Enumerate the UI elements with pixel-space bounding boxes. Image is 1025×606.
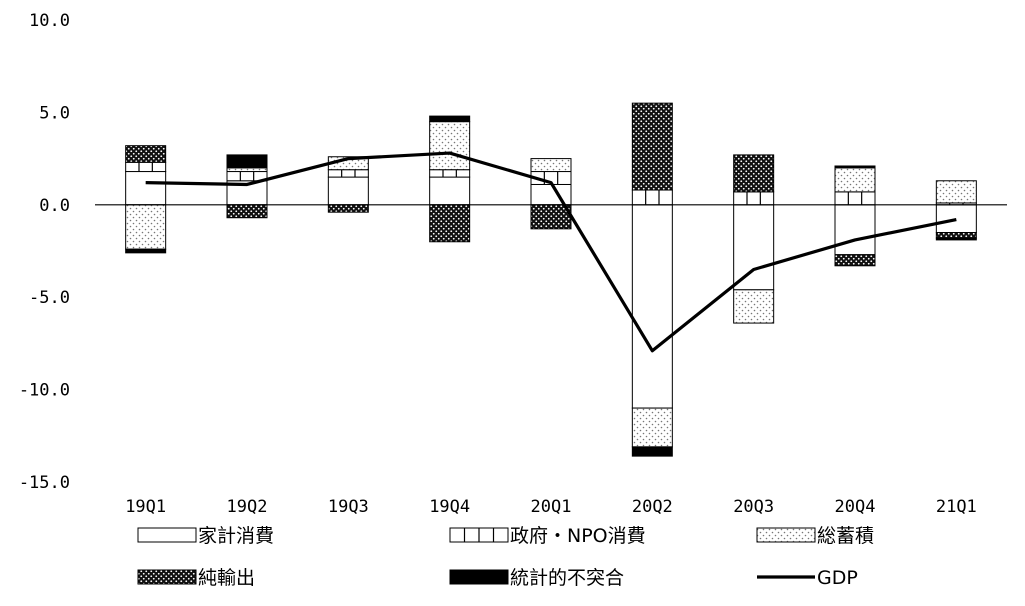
bar-segment: [631, 102, 673, 191]
bar-segment: [935, 180, 977, 204]
bar-segment: [429, 121, 471, 171]
legend-label: GDP: [817, 567, 858, 589]
legend-swatch: [449, 569, 509, 585]
bar-segment: [631, 204, 673, 409]
bar-segment: [631, 189, 673, 206]
legend-item: GDP: [757, 567, 858, 589]
x-tick-label: 19Q3: [328, 497, 369, 517]
bar-segment: [429, 169, 471, 178]
y-tick-label: -5.0: [29, 288, 70, 308]
gdp-line: [145, 151, 957, 353]
bar-group-19Q1: [125, 145, 167, 254]
bar-segment: [935, 204, 977, 234]
x-tick-label: 20Q2: [632, 497, 673, 517]
legend-item: 政府・NPO消費: [449, 525, 646, 547]
legend-item: 家計消費: [137, 525, 274, 547]
bar-segment: [327, 176, 369, 206]
bar-segment: [125, 204, 167, 250]
y-tick-label: -10.0: [19, 381, 70, 401]
bar-segment: [834, 254, 876, 267]
y-tick-label: 0.0: [39, 196, 70, 216]
x-tick-label: 19Q2: [227, 497, 268, 517]
legend-item: 統計的不突合: [449, 567, 624, 589]
bar-segment: [631, 446, 673, 457]
y-axis: 10.0 5.0 0.0 -5.0 -10.0 -15.0: [19, 11, 70, 493]
bar-segment: [226, 204, 268, 219]
x-tick-label: 19Q1: [125, 497, 166, 517]
bar-group-20Q4: [834, 165, 876, 267]
legend-label: 統計的不突合: [510, 567, 624, 589]
bar-segment: [733, 289, 775, 324]
y-tick-label: 5.0: [39, 103, 70, 123]
bar-group-21Q1: [935, 180, 977, 241]
bar-segment: [226, 154, 268, 169]
bar-segment: [429, 176, 471, 206]
legend-label: 家計消費: [198, 525, 274, 547]
bar-segment: [834, 165, 876, 169]
bar-segment: [125, 161, 167, 173]
bar-segment: [733, 191, 775, 206]
bar-segment: [125, 171, 167, 206]
legend-label: 政府・NPO消費: [510, 525, 646, 547]
x-axis: 19Q1 19Q2 19Q3 19Q4 20Q1 20Q2 20Q3 20Q4 21Q1: [125, 497, 977, 517]
bar-group-19Q3: [327, 156, 369, 213]
legend-label: 総蓄積: [817, 525, 874, 547]
legend-label: 純輸出: [198, 567, 255, 589]
bar-segment: [834, 167, 876, 193]
y-tick-label: 10.0: [29, 11, 70, 31]
bar-segment: [935, 237, 977, 241]
bar-segment: [327, 169, 369, 178]
bar-segment: [733, 204, 775, 291]
bar-segment: [834, 191, 876, 206]
bar-segment: [125, 248, 167, 254]
bar-segment: [327, 204, 369, 213]
bar-group-19Q4: [429, 115, 471, 243]
bar-segment: [733, 154, 775, 193]
y-tick-label: -15.0: [19, 473, 70, 493]
bar-segment: [530, 204, 572, 230]
legend-swatch: [137, 527, 197, 543]
bar-segment: [631, 407, 673, 448]
bars: [125, 102, 977, 457]
x-tick-label: 20Q3: [733, 497, 774, 517]
bar-segment: [226, 167, 268, 173]
bar-segment: [125, 145, 167, 163]
gdp-series: [145, 151, 957, 353]
bar-segment: [530, 158, 572, 173]
bar-segment: [429, 204, 471, 243]
bar-group-20Q1: [530, 158, 572, 230]
bar-group-20Q3: [733, 154, 775, 324]
x-tick-label: 20Q1: [531, 497, 572, 517]
bar-segment: [530, 183, 572, 206]
bar-group-20Q2: [631, 102, 673, 457]
legend-item: 純輸出: [137, 567, 255, 589]
bar-segment: [429, 115, 471, 123]
bar-segment: [935, 232, 977, 239]
x-tick-label: 19Q4: [429, 497, 470, 517]
x-tick-label: 21Q1: [936, 497, 977, 517]
legend-swatch: [137, 569, 197, 585]
legend-item: 総蓄積: [756, 525, 874, 547]
x-tick-label: 20Q4: [835, 497, 876, 517]
bar-group-19Q2: [226, 154, 268, 219]
legend-swatch: [756, 527, 816, 543]
bar-segment: [834, 204, 876, 256]
